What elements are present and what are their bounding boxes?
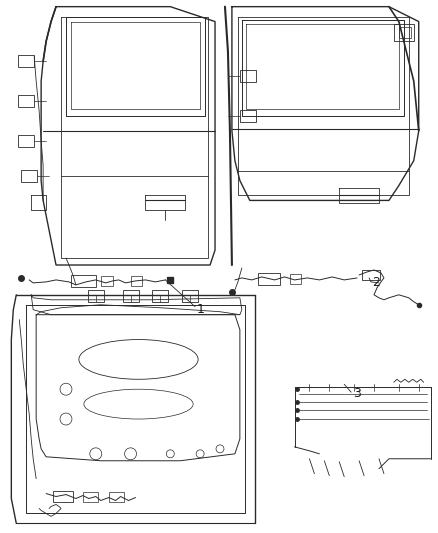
Text: 2: 2: [372, 277, 380, 289]
Bar: [18, 135, 34, 147]
Bar: [152, 290, 168, 302]
Bar: [258, 273, 279, 285]
Text: 1: 1: [197, 303, 205, 316]
Bar: [71, 275, 96, 287]
Bar: [88, 290, 104, 302]
Bar: [21, 169, 37, 182]
Bar: [240, 110, 256, 122]
Bar: [182, 290, 198, 302]
Bar: [362, 270, 380, 280]
Text: 3: 3: [353, 386, 361, 400]
Bar: [101, 276, 113, 286]
Bar: [53, 490, 73, 503]
Bar: [399, 27, 411, 38]
Bar: [394, 23, 414, 42]
Bar: [123, 290, 138, 302]
Bar: [290, 274, 301, 284]
Bar: [18, 55, 34, 67]
Bar: [240, 70, 256, 82]
Bar: [18, 95, 34, 107]
Bar: [83, 491, 98, 503]
Bar: [131, 276, 142, 286]
Bar: [109, 491, 124, 503]
